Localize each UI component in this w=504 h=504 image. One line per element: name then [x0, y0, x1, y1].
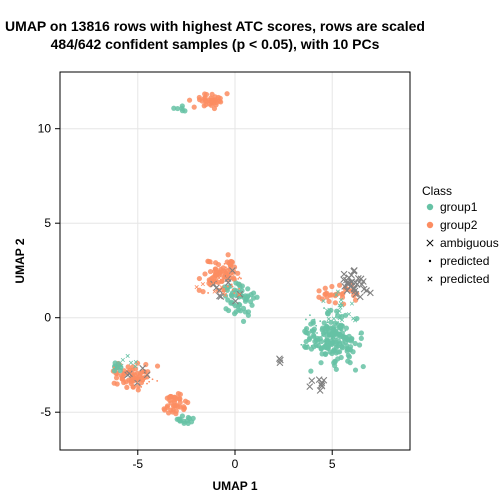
- legend-item: group2: [440, 218, 478, 232]
- svg-text:-5: -5: [40, 405, 51, 419]
- legend-item: ambiguous: [440, 236, 499, 250]
- svg-text:5: 5: [44, 216, 51, 230]
- scatter-plot: -5 0 5 -5 0 5 10 UMAP 1 UMAP 2 Class group1 group2 a…: [0, 0, 504, 504]
- legend-item: group1: [440, 200, 478, 214]
- x-axis-label: UMAP 1: [212, 479, 257, 493]
- legend-title: Class: [422, 184, 452, 198]
- svg-text:0: 0: [44, 311, 51, 325]
- svg-text:10: 10: [38, 122, 52, 136]
- svg-text:5: 5: [329, 457, 336, 471]
- y-axis-label: UMAP 2: [13, 238, 27, 283]
- svg-text:0: 0: [232, 457, 239, 471]
- legend-item: predicted: [440, 254, 489, 268]
- legend-item: predicted: [440, 272, 489, 286]
- svg-text:-5: -5: [132, 457, 143, 471]
